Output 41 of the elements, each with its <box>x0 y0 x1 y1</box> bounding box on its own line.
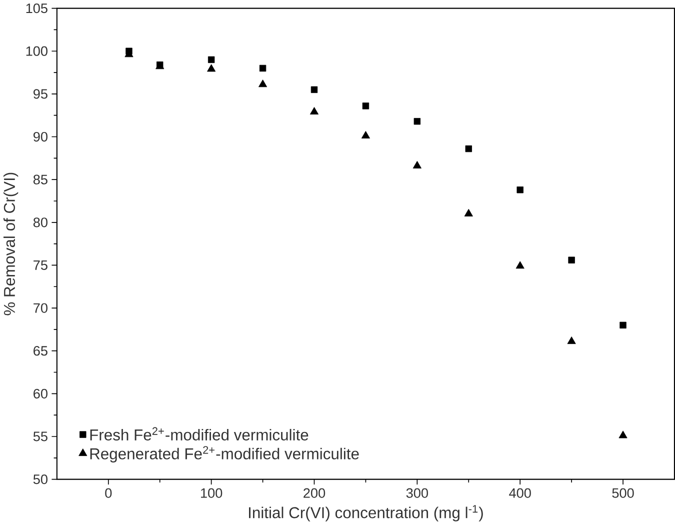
x-tick-label: 400 <box>509 488 531 498</box>
y-tick-label: 70 <box>34 303 48 313</box>
legend-label: Fresh Fe$^{2+}$-modified vermiculite <box>90 427 308 441</box>
y-tick-label: 50 <box>33 474 48 484</box>
y-tick-label: 55 <box>33 432 48 442</box>
point <box>516 261 524 269</box>
point <box>568 256 575 264</box>
x-tick-label: 500 <box>612 488 634 498</box>
point <box>362 102 370 110</box>
x-tick-label: 300 <box>406 488 428 498</box>
point <box>620 322 626 329</box>
point <box>310 86 318 94</box>
y-tick-label: 90 <box>34 132 48 142</box>
point <box>208 56 215 64</box>
point <box>361 131 370 139</box>
point <box>465 145 472 152</box>
y-tick-label: 75 <box>34 260 48 270</box>
point <box>414 118 421 125</box>
y-tick-label: 100 <box>26 46 48 56</box>
x-axis-title: Initial Cr(VI) concentration (mg l$^{-1}$) <box>249 505 483 522</box>
y-tick-label: 80 <box>33 218 48 228</box>
x-tick-label: 200 <box>304 488 326 498</box>
point <box>516 186 524 194</box>
y-tick-label: 65 <box>34 346 48 356</box>
point <box>258 80 268 88</box>
point <box>207 64 216 72</box>
point <box>310 107 319 115</box>
point <box>259 64 266 72</box>
point <box>126 48 132 55</box>
y-tick-label: 95 <box>34 89 48 99</box>
point <box>618 430 628 438</box>
y-tick-label: 105 <box>26 4 48 14</box>
point <box>567 336 576 344</box>
y-tick-label: 60 <box>34 388 48 399</box>
point <box>412 161 422 169</box>
legend-label: Regenerated Fe$^{2+}$-modified vermiculite <box>90 446 359 463</box>
point <box>464 208 473 216</box>
y-axis-title: % Removal of Cr(VI) <box>3 172 18 316</box>
y-tick-label: 85 <box>33 174 48 184</box>
x-tick-label: 100 <box>201 488 222 498</box>
x-tick-label: 0 <box>105 488 112 498</box>
